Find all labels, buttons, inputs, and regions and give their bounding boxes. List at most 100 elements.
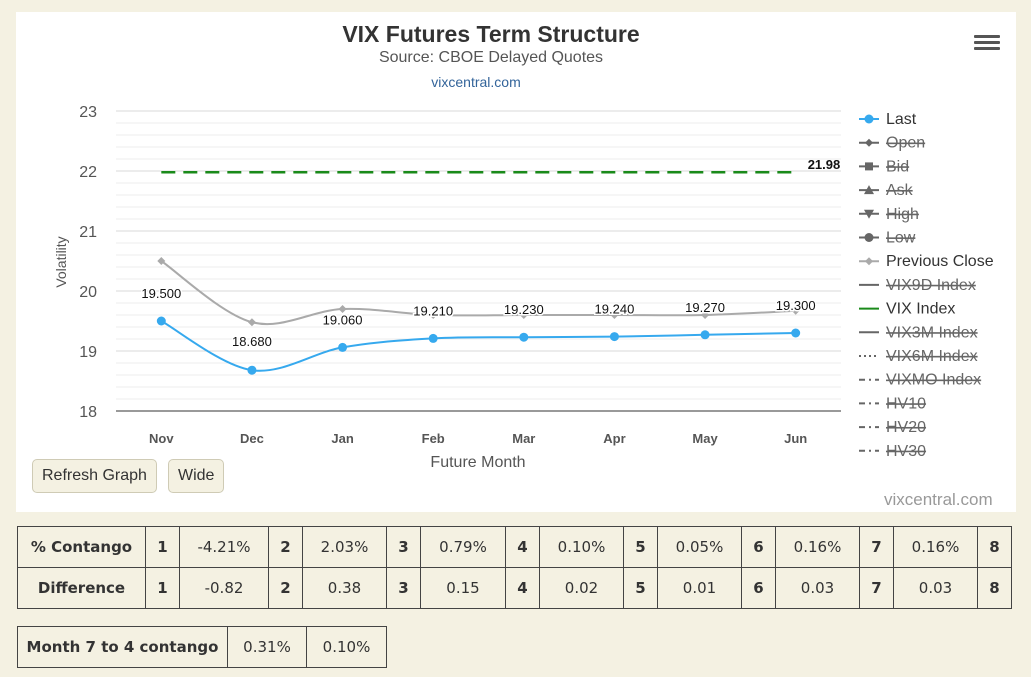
last-point[interactable] [791,328,801,338]
row-label: Difference [17,567,146,609]
legend-label: Open [886,135,925,152]
last-data-label: 19.060 [323,312,363,327]
legend-marker [864,185,874,195]
chart-subtitle: Source: CBOE Delayed Quotes [379,49,603,66]
legend-label: High [886,206,919,223]
value-cell: 0.03 [775,567,860,609]
value-cell: -0.82 [179,567,269,609]
x-tick-label: Jun [784,431,807,446]
legend-item[interactable]: HV10 [859,395,926,412]
last-point[interactable] [338,342,348,352]
previous-close-point[interactable] [519,311,528,319]
legend[interactable]: Last Open Bid Ask High Low Previous Close VIX9D… [859,111,994,460]
last-point[interactable] [519,332,529,342]
legend-item[interactable]: HV20 [859,419,926,436]
previous-close-point[interactable] [791,306,800,315]
legend-item[interactable]: High [859,206,919,223]
month-index-cell: 3 [386,526,421,568]
wide-button[interactable]: Wide [168,459,225,493]
legend-label: HV30 [886,443,926,460]
value-cell: 0.01 [657,567,742,609]
legend-item[interactable]: VIX9D Index [859,277,976,294]
month-contango-value: 0.10% [306,626,387,668]
month-index-cell: 7 [859,567,894,609]
previous-close-point[interactable] [247,318,256,327]
legend-label: Bid [886,158,909,175]
x-tick-label: Mar [512,431,535,446]
legend-item[interactable]: Previous Close [859,253,994,270]
previous-close-point[interactable] [429,311,438,319]
legend-marker [865,257,873,266]
last-data-label: 18.680 [232,334,272,349]
previous-close-point[interactable] [338,305,347,313]
last-point[interactable] [428,333,438,343]
legend-marker [864,209,874,219]
legend-label: VIX Index [886,301,955,318]
value-cell: 0.15 [420,567,506,609]
previous-close-point[interactable] [157,257,166,265]
month-index-cell: 4 [505,567,540,609]
legend-item[interactable]: Bid [859,158,909,175]
value-cell: 0.16% [893,526,978,568]
month-index-cell: 1 [145,567,180,609]
last-point[interactable] [156,316,166,326]
month-index-cell: 5 [623,526,658,568]
vix-index-label: 21.98 [808,157,841,172]
chart-credit-bottom: vixcentral.com [884,490,993,509]
last-data-label: 19.230 [504,302,544,317]
value-cell: 0.79% [420,526,506,568]
chart-credit-link[interactable]: vixcentral.com [431,74,520,90]
value-cell: -4.21% [179,526,269,568]
last-point[interactable] [609,332,619,342]
month-contango-label: Month 7 to 4 contango [17,626,228,668]
y-axis-label: Volatility [53,236,69,287]
value-cell: 0.05% [657,526,742,568]
legend-item[interactable]: HV30 [859,443,926,460]
chart-title: VIX Futures Term Structure [342,21,639,47]
month-index-cell: 6 [741,567,776,609]
series: 21.98 19.500 18.680 19.060 19.210 19.230 19.24… [140,157,841,375]
last-point[interactable] [247,365,257,375]
previous-close-point[interactable] [701,311,710,319]
legend-item[interactable]: Ask [859,182,914,199]
legend-label: Previous Close [886,253,994,270]
x-tick-label: Feb [422,431,445,446]
legend-item[interactable]: VIX6M Index [859,348,978,365]
month-index-cell: 2 [268,526,303,568]
month-index-cell: 8 [977,526,1012,568]
chart-svg: VIX Futures Term Structure Source: CBOE … [53,21,994,471]
legend-label: VIX3M Index [886,324,978,341]
last-data-label: 19.500 [141,286,181,301]
x-tick-label: Dec [240,431,264,446]
contango-table: % Contango 1 -4.21% 2 2.03% 3 0.79% 4 0.10% 5 0.05… [17,526,1012,609]
last-point[interactable] [700,330,710,340]
month-index-cell: 8 [977,567,1012,609]
legend-marker [865,138,873,147]
refresh-graph-button[interactable]: Refresh Graph [32,459,157,493]
y-tick-label: 19 [79,344,97,361]
x-axis-label: Future Month [430,454,525,471]
month-index-cell: 4 [505,526,540,568]
value-cell: 0.16% [775,526,860,568]
x-tick-label: Jan [331,431,353,446]
legend-item[interactable]: Low [859,230,916,247]
y-tick-label: 22 [79,164,97,181]
legend-label: Last [886,111,917,128]
legend-item[interactable]: VIX3M Index [859,324,978,341]
y-tick-label: 23 [79,104,97,121]
legend-label: HV20 [886,419,926,436]
legend-item[interactable]: VIXMO Index [859,372,981,389]
legend-item[interactable]: Last [859,111,917,128]
month-index-cell: 3 [386,567,421,609]
legend-label: Low [886,230,916,247]
month-index-cell: 7 [859,526,894,568]
y-tick-label: 20 [79,284,97,301]
legend-item[interactable]: Open [859,135,925,152]
y-tick-label: 21 [79,224,97,241]
table-row: % Contango 1 -4.21% 2 2.03% 3 0.79% 4 0.10% 5 0.05… [17,526,1012,568]
chart-menu-icon[interactable] [974,32,1000,54]
month-index-cell: 2 [268,567,303,609]
axes: 18 19 20 21 22 23 Nov Dec Jan Feb Mar Apr May Jun [79,104,841,446]
legend-item[interactable]: VIX Index [859,301,955,318]
previous-close-point[interactable] [610,311,619,319]
